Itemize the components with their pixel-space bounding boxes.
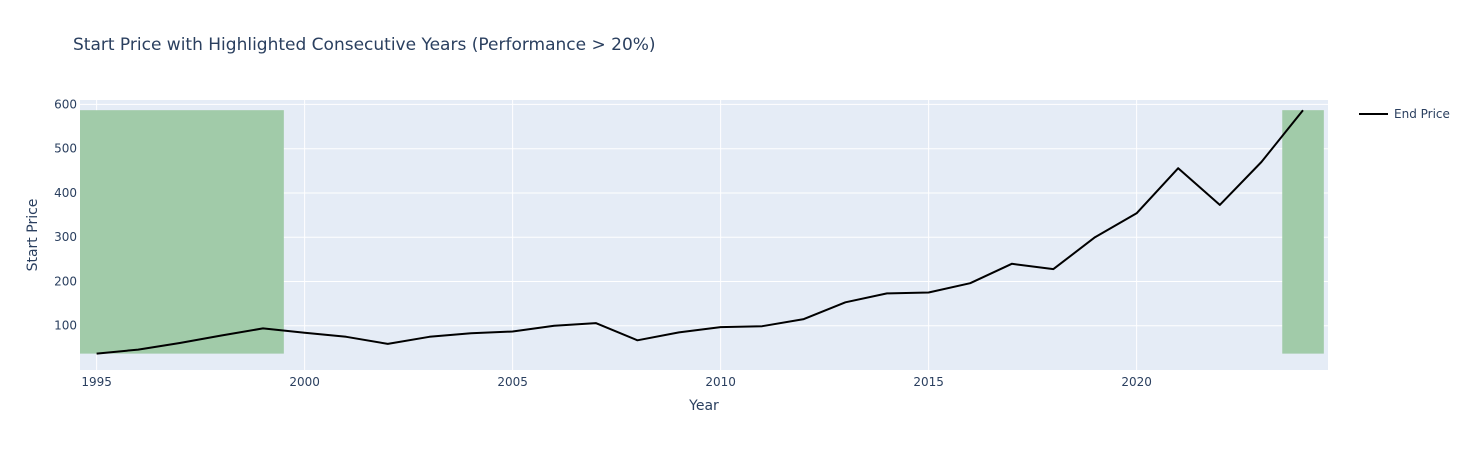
y-tick-label: 400 xyxy=(54,186,77,200)
highlight-region xyxy=(80,110,284,354)
x-tick-label: 2020 xyxy=(1121,375,1152,389)
grid-lines xyxy=(80,100,1328,370)
x-tick-label: 2010 xyxy=(705,375,736,389)
y-tick-label: 100 xyxy=(54,319,77,333)
y-tick-label: 600 xyxy=(54,97,77,111)
plot-area xyxy=(80,100,1328,370)
legend[interactable]: End Price xyxy=(1359,107,1450,121)
y-axis-title: Start Price xyxy=(25,199,41,272)
x-tick-label: 2005 xyxy=(497,375,528,389)
x-tick-label: 1995 xyxy=(81,375,112,389)
y-tick-label: 200 xyxy=(54,274,77,288)
y-axis-ticks: 100 200 300 400 500 600 xyxy=(54,97,77,332)
y-tick-label: 300 xyxy=(54,230,77,244)
y-tick-label: 500 xyxy=(54,142,77,156)
x-tick-label: 2000 xyxy=(289,375,320,389)
series-line-end-price xyxy=(96,109,1304,355)
x-axis-ticks: 1995 2000 2005 2010 2015 2020 xyxy=(81,375,1152,389)
x-axis-title: Year xyxy=(688,398,719,414)
highlight-region xyxy=(1282,110,1324,354)
x-tick-label: 2015 xyxy=(913,375,944,389)
highlight-regions xyxy=(80,110,1324,354)
chart-title: Start Price with Highlighted Consecutive… xyxy=(73,35,656,55)
legend-label: End Price xyxy=(1394,107,1450,121)
series-layer xyxy=(96,109,1304,355)
